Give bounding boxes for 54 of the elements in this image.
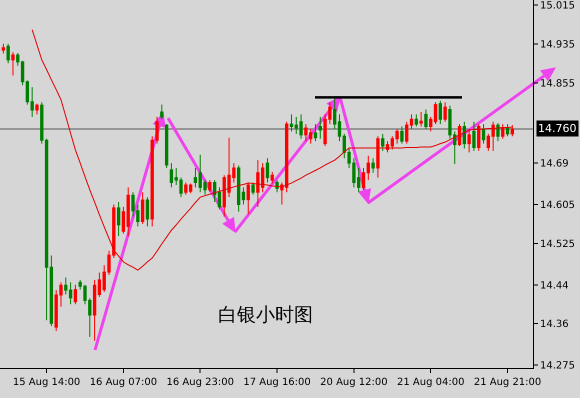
candlestick [510,124,514,137]
candlestick [270,171,274,184]
candlestick [164,124,168,168]
candlestick [318,116,322,140]
x-tick-label: 21 Aug 21:00 [474,377,542,388]
candlestick [482,124,486,144]
x-tick-label: 21 Aug 04:00 [397,377,464,388]
candlestick [438,100,442,125]
annotation: 白银小时图 [218,304,313,326]
y-tick-label: 14.69 [540,158,569,170]
candlestick [424,109,428,130]
y-tick-label: 14.605 [540,200,575,211]
x-tick-label: 15 Aug 14:00 [12,377,80,388]
candlestick [74,284,78,305]
candlestick [462,121,466,149]
y-tick-label: 15.015 [540,0,575,12]
candlestick [419,111,423,128]
x-tick-label: 16 Aug 07:00 [90,377,158,388]
candlestick [116,202,120,237]
candlestick [2,43,6,54]
candlestick [146,196,150,227]
candlestick [472,121,476,152]
y-tick-label: 14.36 [540,319,569,330]
candlestick [35,103,39,115]
candlestick [140,192,144,224]
candlestick [506,124,510,137]
candlestick [400,126,404,144]
x-tick-label: 20 Aug 12:00 [320,377,388,388]
candlestick [266,158,270,184]
candlestick [381,133,384,152]
candlestick [496,122,500,142]
candlestick [501,124,504,140]
candlestick [376,136,380,178]
x-tick-label: 16 Aug 23:00 [166,377,234,388]
candlestick [443,102,447,122]
candlestick [314,124,318,142]
candlestick [160,104,164,120]
candlestick [371,158,375,174]
y-tick-label: 14.935 [540,39,575,50]
y-tick-label: 14.525 [540,238,575,250]
candlestick [251,182,255,196]
line-series [32,29,513,271]
candlestick [11,52,15,76]
x-tick-label: 17 Aug 16:00 [243,377,311,388]
y-tick-label: 14.44 [540,280,569,292]
candlestick [208,180,212,193]
candlestick [6,43,10,64]
y-tick-label: 14.855 [540,78,575,90]
candlestick [467,128,471,153]
ref-line-label: 14.760 [538,122,576,135]
y-tick-label: 14.275 [540,360,575,372]
candlestick [246,182,250,215]
candlestick [477,124,480,152]
candlestick [414,114,418,128]
